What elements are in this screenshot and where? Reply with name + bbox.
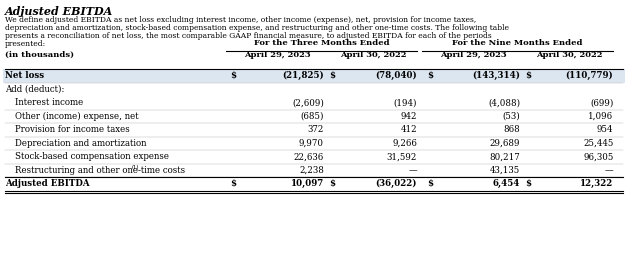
Text: $: $: [230, 179, 237, 188]
Bar: [3, 69, 625, 83]
Text: —: —: [408, 166, 417, 175]
Text: Other (income) expense, net: Other (income) expense, net: [15, 112, 138, 121]
Text: 96,305: 96,305: [583, 152, 613, 161]
Text: April 29, 2023: April 29, 2023: [440, 51, 507, 59]
Text: 22,636: 22,636: [294, 152, 324, 161]
Text: 1,096: 1,096: [588, 112, 613, 121]
Text: Provision for income taxes: Provision for income taxes: [15, 125, 129, 134]
Text: 868: 868: [504, 125, 520, 134]
Text: 10,097: 10,097: [291, 179, 324, 188]
Text: For the Three Months Ended: For the Three Months Ended: [253, 39, 389, 47]
Text: depreciation and amortization, stock-based compensation expense, and restructuri: depreciation and amortization, stock-bas…: [5, 24, 509, 32]
Text: Add (deduct):: Add (deduct):: [5, 85, 64, 94]
Text: Restructuring and other one-time costs: Restructuring and other one-time costs: [15, 166, 185, 175]
Text: 372: 372: [307, 125, 324, 134]
Text: (194): (194): [394, 98, 417, 107]
Text: $: $: [230, 71, 237, 80]
Text: 12,322: 12,322: [580, 179, 613, 188]
Text: $: $: [525, 179, 531, 188]
Text: 2,238: 2,238: [299, 166, 324, 175]
Text: April 29, 2023: April 29, 2023: [244, 51, 310, 59]
Text: 954: 954: [597, 125, 613, 134]
Text: 80,217: 80,217: [490, 152, 520, 161]
Text: 43,135: 43,135: [490, 166, 520, 175]
Text: (2,609): (2,609): [292, 98, 324, 107]
Text: $: $: [329, 179, 335, 188]
Text: (in thousands): (in thousands): [5, 51, 74, 59]
Text: (110,779): (110,779): [566, 71, 613, 80]
Text: 412: 412: [401, 125, 417, 134]
Text: (21,825): (21,825): [282, 71, 324, 80]
Text: 25,445: 25,445: [583, 139, 613, 148]
Text: (699): (699): [590, 98, 613, 107]
Text: 6,454: 6,454: [493, 179, 520, 188]
Text: $: $: [427, 71, 433, 80]
Text: (143,314): (143,314): [472, 71, 520, 80]
Text: —: —: [605, 166, 613, 175]
Text: We define adjusted EBITDA as net loss excluding interest income, other income (e: We define adjusted EBITDA as net loss ex…: [5, 16, 476, 24]
Text: 31,592: 31,592: [387, 152, 417, 161]
Text: (36,022): (36,022): [376, 179, 417, 188]
Text: April 30, 2022: April 30, 2022: [340, 51, 406, 59]
Text: (4,088): (4,088): [488, 98, 520, 107]
Text: Adjusted EBITDA: Adjusted EBITDA: [5, 6, 113, 17]
Text: 942: 942: [401, 112, 417, 121]
Text: presented:: presented:: [5, 40, 46, 48]
Text: Interest income: Interest income: [15, 98, 83, 107]
Text: 9,266: 9,266: [392, 139, 417, 148]
Text: (685): (685): [300, 112, 324, 121]
Text: Net loss: Net loss: [5, 71, 44, 80]
Text: (1): (1): [131, 165, 139, 170]
Text: (53): (53): [502, 112, 520, 121]
Text: Stock-based compensation expense: Stock-based compensation expense: [15, 152, 169, 161]
Text: April 30, 2022: April 30, 2022: [536, 51, 602, 59]
Text: Adjusted EBITDA: Adjusted EBITDA: [5, 179, 90, 188]
Text: $: $: [329, 71, 335, 80]
Text: For the Nine Months Ended: For the Nine Months Ended: [452, 39, 583, 47]
Text: 9,970: 9,970: [299, 139, 324, 148]
Text: presents a reconciliation of net loss, the most comparable GAAP financial measur: presents a reconciliation of net loss, t…: [5, 32, 492, 40]
Text: $: $: [525, 71, 531, 80]
Text: (78,040): (78,040): [376, 71, 417, 80]
Text: $: $: [427, 179, 433, 188]
Text: 29,689: 29,689: [490, 139, 520, 148]
Text: Depreciation and amortization: Depreciation and amortization: [15, 139, 146, 148]
